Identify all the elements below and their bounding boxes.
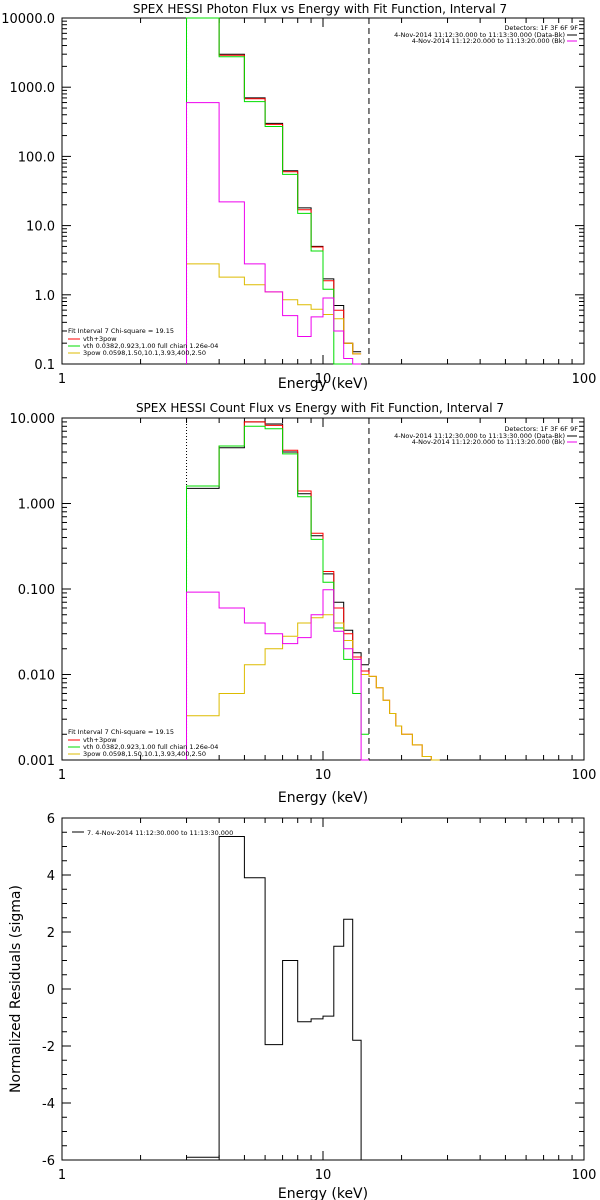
photon-fit-legend-line: vth+3pow <box>83 335 117 343</box>
residual-y-tick-label: 0 <box>47 983 55 998</box>
count-x-tick-label: 100 <box>572 768 597 783</box>
count-flux-series <box>186 421 440 761</box>
count-fit-legend-line: vth+3pow <box>83 736 117 744</box>
photon-fit-legend-line: Fit Interval 7 Chi-square = 19.15 <box>68 327 174 335</box>
photon-x-tick-label: 100 <box>572 372 597 387</box>
residuals-series <box>186 836 369 1161</box>
count-x-tick-label: 1 <box>58 768 66 783</box>
count-series-1-line <box>186 421 440 761</box>
photon-fit-legend-line: vth 0.0382,0.923,1.00 full chian 1.26e-0… <box>83 342 218 350</box>
photon-series-3-line <box>186 263 362 364</box>
photon-x-tick-label: 10 <box>315 372 332 387</box>
photon-flux-title: SPEX HESSI Photon Flux vs Energy with Fi… <box>133 2 507 16</box>
count-series-4-line <box>186 589 369 761</box>
photon-flux-panel: SPEX HESSI Photon Flux vs Energy with Fi… <box>1 2 596 392</box>
residuals-x-label: Energy (keV) <box>278 1186 368 1200</box>
residual-y-tick-label: 4 <box>47 869 55 884</box>
photon-y-tick-label: 0.1 <box>34 358 55 373</box>
count-fit-legend: Fit Interval 7 Chi-square = 19.15 vth+3p… <box>68 728 218 758</box>
count-flux-plot-frame <box>61 417 585 761</box>
residual-series-0-line <box>186 836 369 1161</box>
residual-x-tick-label: 10 <box>315 1168 332 1183</box>
photon-series-2-line <box>186 17 362 365</box>
photon-fit-legend-line: 3pow 0.0598,1.50,10.1,3.93,400,2.50 <box>83 349 206 357</box>
residuals-y-label: Normalized Residuals (sigma) <box>8 885 24 1093</box>
photon-series-0-line <box>186 17 362 364</box>
count-fit-legend-line: 3pow 0.0598,1.50,10.1,3.93,400,2.50 <box>83 750 206 758</box>
photon-flux-series <box>186 17 362 365</box>
count-flux-panel: SPEX HESSI Count Flux vs Energy with Fit… <box>10 401 597 806</box>
count-y-tick-label: 10.000 <box>10 412 56 427</box>
count-y-tick-label: 1.000 <box>18 498 55 513</box>
photon-y-tick-label: 1.0 <box>34 289 55 304</box>
photon-y-tick-label: 100.0 <box>18 150 55 165</box>
photon-y-tick-label: 1000.0 <box>10 81 56 96</box>
count-bk-interval-label: 4-Nov-2014 11:12:20.000 to 11:13:20.000 … <box>412 438 565 446</box>
count-x-tick-label: 10 <box>315 768 332 783</box>
photon-series-4-line <box>186 102 362 365</box>
residuals-plot-frame <box>61 817 585 1161</box>
photon-y-tick-label: 10000.0 <box>1 12 55 27</box>
residual-y-tick-label: -4 <box>42 1097 55 1112</box>
residual-x-tick-label: 1 <box>58 1168 66 1183</box>
residuals-panel: 1 10 100 -6 -4 -2 0 2 4 6 7. 4-Nov-2014 11:12:30.… <box>8 812 596 1200</box>
count-fit-legend-line: Fit Interval 7 Chi-square = 19.15 <box>68 728 174 736</box>
count-y-tick-label: 0.001 <box>18 754 55 769</box>
count-y-tick-label: 0.100 <box>18 583 55 598</box>
residual-y-tick-label: -2 <box>42 1040 55 1055</box>
count-flux-title: SPEX HESSI Count Flux vs Energy with Fit… <box>136 401 504 415</box>
count-flux-x-label: Energy (keV) <box>278 790 368 806</box>
count-series-0-line <box>186 421 369 760</box>
count-series-2-line <box>186 425 369 760</box>
count-detectors-label: Detectors: 1F 3F 6F 9F <box>504 425 578 433</box>
photon-data-interval-label: 4-Nov-2014 11:12:30.000 to 11:13:30.000 … <box>394 31 565 39</box>
residuals-axes: 1 10 100 -6 -4 -2 0 2 4 6 <box>42 812 596 1183</box>
photon-x-tick-label: 1 <box>58 372 66 387</box>
residual-y-tick-label: 6 <box>47 812 55 827</box>
count-data-interval-label: 4-Nov-2014 11:12:30.000 to 11:13:30.000 … <box>394 432 565 440</box>
residual-x-tick-label: 100 <box>572 1168 597 1183</box>
photon-y-tick-label: 10.0 <box>26 220 55 235</box>
residuals-legend-label: 7. 4-Nov-2014 11:12:30.000 to 11:13:30.0… <box>87 829 233 837</box>
residual-y-tick-label: -6 <box>42 1154 55 1169</box>
count-series-3-line <box>186 614 440 761</box>
count-y-tick-label: 0.010 <box>18 669 55 684</box>
photon-detectors-label: Detectors: 1F 3F 6F 9F <box>504 24 578 32</box>
photon-flux-x-label: Energy (keV) <box>278 376 368 392</box>
residual-y-tick-label: 2 <box>47 926 55 941</box>
photon-bk-interval-label: 4-Nov-2014 11:12:20.000 to 11:13:20.000 … <box>412 37 565 45</box>
photon-series-1-line <box>186 17 362 364</box>
photon-fit-legend: Fit Interval 7 Chi-square = 19.15 vth+3p… <box>68 327 218 357</box>
count-fit-legend-line: vth 0.0382,0.923,1.00 full chian 1.26e-0… <box>83 743 218 751</box>
